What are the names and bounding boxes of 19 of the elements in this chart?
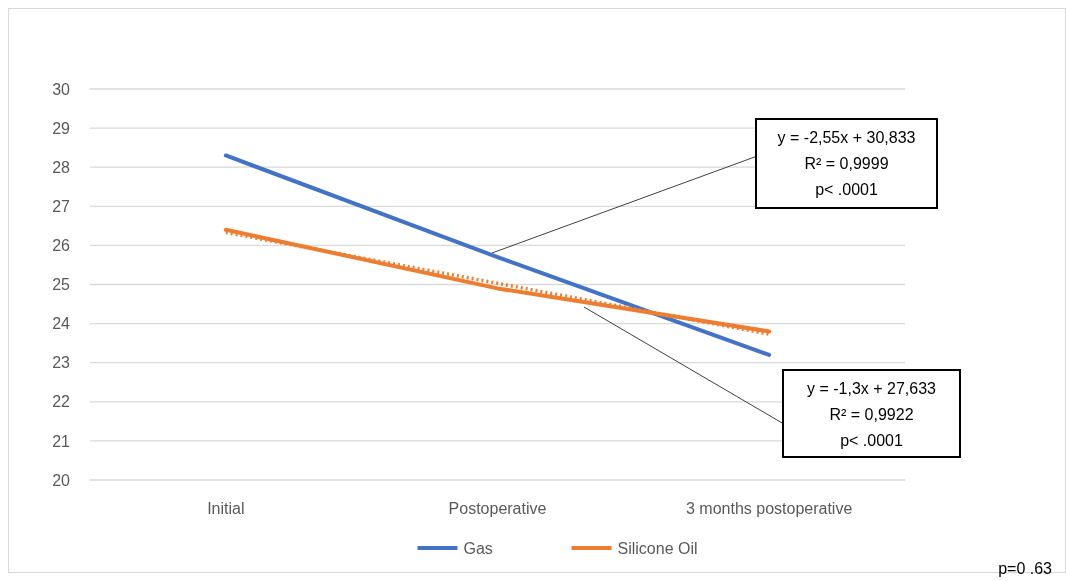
y-tick-label: 28 [52, 158, 71, 176]
y-tick-label: 30 [52, 80, 71, 98]
y-tick-label: 29 [52, 119, 71, 137]
y-tick-label: 22 [52, 393, 71, 411]
annotation: y = -1,3x + 27,633 R² = 0,9922 p< .0001 [807, 380, 937, 449]
y-tick-label: 23 [52, 354, 71, 372]
y-tick-label: 25 [52, 276, 71, 294]
x-tick-label: Initial [207, 500, 245, 517]
y-tick-label: 27 [52, 197, 71, 215]
legend-label: Gas [463, 539, 493, 557]
x-tick-label: Postoperative [448, 500, 547, 517]
y-tick-label: 24 [52, 315, 71, 333]
y-tick-label: 20 [52, 471, 71, 489]
y-tick-label: 21 [52, 432, 71, 450]
y-tick-label: 26 [52, 237, 71, 254]
annotation: y = -2,55x + 30,833 R² = 0,9999 p< .0001 [777, 129, 916, 198]
legend-label: Silicone Oil [617, 539, 698, 557]
text: p=0 .63 [998, 560, 1053, 577]
x-tick-label: 3 months postoperative [686, 500, 853, 517]
